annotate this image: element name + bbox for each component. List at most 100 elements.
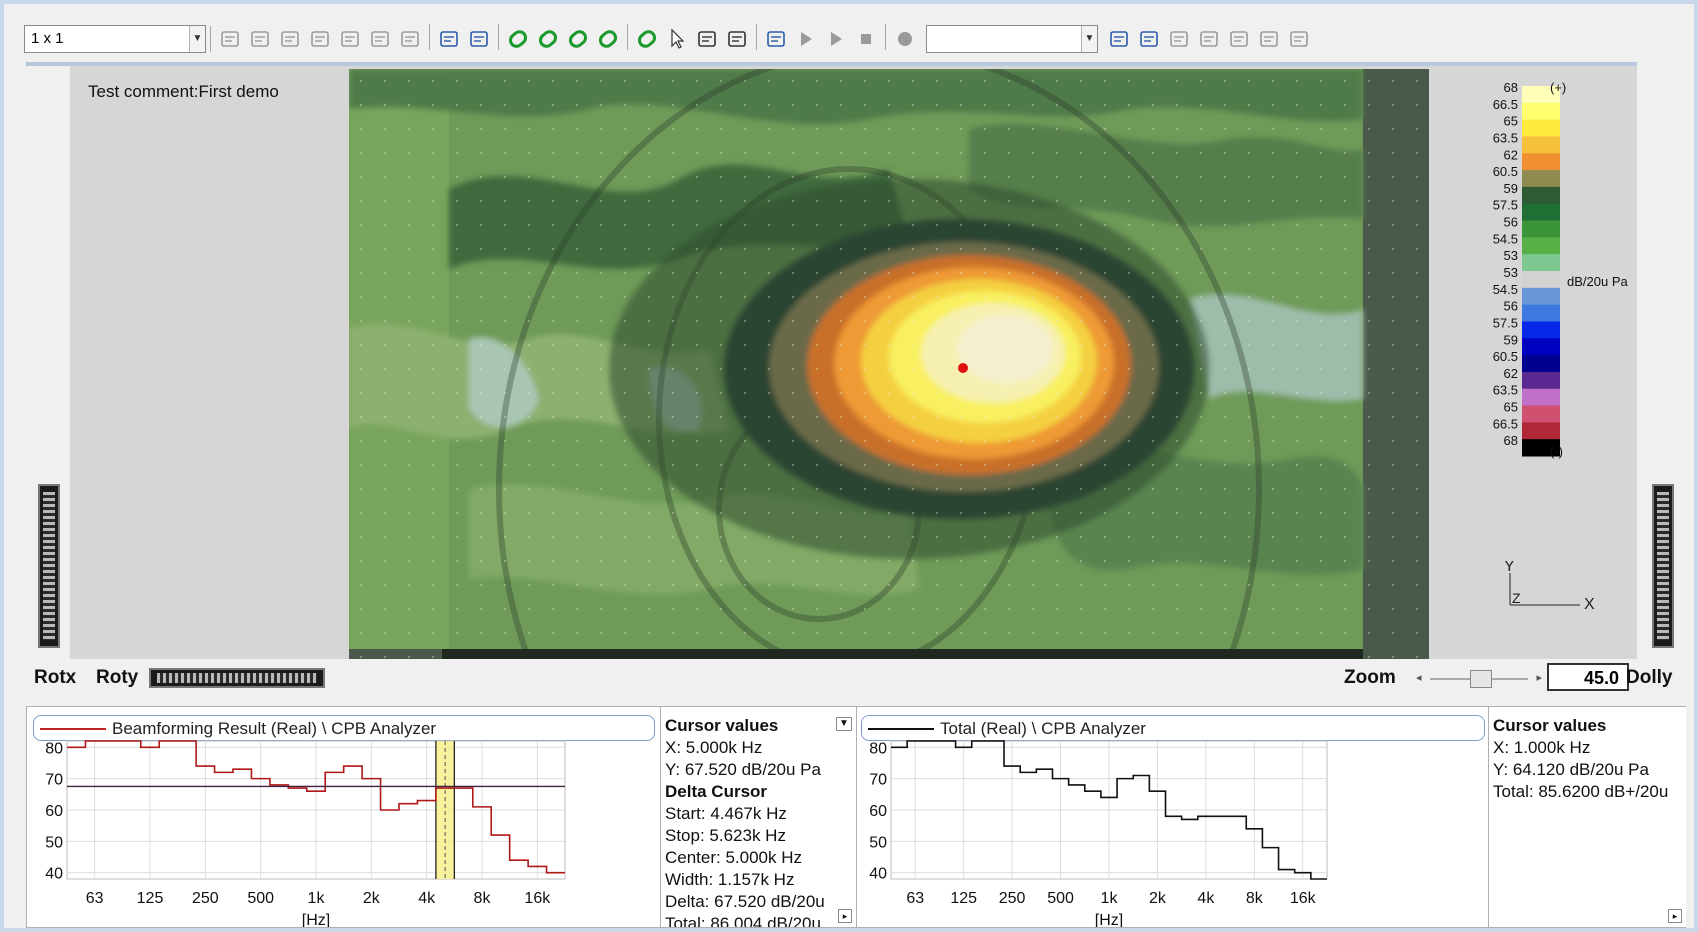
pointer-icon[interactable] <box>662 24 692 54</box>
delta-cursor-title: Delta Cursor <box>665 782 768 801</box>
total-chart[interactable]: 80 70 60 50 40 63 125 250 500 1k 2k 4k 8k 16k [Hz] <box>857 737 1487 927</box>
scale-tick-label: 63.5 <box>1493 130 1518 145</box>
x-axis-unit-label: [Hz] <box>1095 912 1123 927</box>
scale-color-band <box>1522 371 1560 390</box>
dolly-vertical-wheel[interactable] <box>1652 484 1674 648</box>
x-tick-label: 500 <box>247 890 274 907</box>
axis-icon[interactable] <box>215 24 245 54</box>
scale-unit-label: dB/20u Pa <box>1567 274 1628 289</box>
display-select[interactable]: ▼ <box>926 25 1098 53</box>
test-comment: Test comment:First demo <box>88 82 279 101</box>
zoom-value-field[interactable]: 45.0 <box>1547 663 1629 691</box>
scale-color-band <box>1522 220 1560 238</box>
chevron-down-icon[interactable]: ▼ <box>189 26 205 52</box>
scale-color-band <box>1522 405 1560 423</box>
beamforming-3d-view[interactable]: Test comment:First demo <box>26 62 1637 659</box>
scale-color-band <box>1522 86 1560 104</box>
remove-window-icon[interactable] <box>1164 24 1194 54</box>
scale-tick-label: 62 <box>1504 147 1518 162</box>
x-tick-label: 63 <box>906 890 924 907</box>
scale-color-band <box>1522 102 1560 121</box>
scale-color-band <box>1522 254 1560 272</box>
dropdown-icon[interactable]: ▼ <box>836 717 852 731</box>
copy-icon[interactable] <box>245 24 275 54</box>
scroll-right-icon[interactable]: ▸ <box>838 909 852 923</box>
undo-icon[interactable] <box>395 24 425 54</box>
x-tick-label: 2k <box>1149 890 1167 907</box>
add-window-icon[interactable] <box>1134 24 1164 54</box>
x-tick-label: 2k <box>363 890 381 907</box>
play-icon[interactable] <box>791 24 821 54</box>
series-legend-line <box>868 728 934 730</box>
measure-icon[interactable] <box>563 24 593 54</box>
scroll-right-icon[interactable]: ▸ <box>1668 909 1682 923</box>
layout-select-value: 1 x 1 <box>31 30 64 47</box>
layout-icon[interactable] <box>1104 24 1134 54</box>
delete-icon[interactable] <box>335 24 365 54</box>
layout-select[interactable]: 1 x 1 ▼ <box>24 25 206 53</box>
graph1-title-text: Beamforming Result (Real) \ CPB Analyzer <box>112 719 437 738</box>
scale-color-band <box>1522 203 1560 222</box>
stop-icon[interactable] <box>851 24 881 54</box>
rotx-vertical-wheel[interactable] <box>38 484 60 648</box>
scale-tick-label: 57.5 <box>1493 198 1518 213</box>
axis-y-label: Y <box>1504 561 1515 575</box>
print-icon[interactable] <box>1284 24 1314 54</box>
graph2-title: Total (Real) \ CPB Analyzer <box>861 715 1485 741</box>
scale-tick-label: 59 <box>1504 332 1518 347</box>
scale-tick-label: 63.5 <box>1493 383 1518 398</box>
toolbar: 1 x 1 ▼ ▼ <box>24 20 1688 58</box>
scale-tick-label: 54.5 <box>1493 231 1518 246</box>
scale-tick-label: 68 <box>1504 433 1518 448</box>
delta-cursor-band[interactable] <box>435 741 455 879</box>
zoom-icon[interactable] <box>722 24 752 54</box>
camera-icon[interactable] <box>275 24 305 54</box>
record-icon[interactable] <box>890 24 920 54</box>
y-tick-label: 60 <box>45 803 63 820</box>
unlink-icon[interactable] <box>632 24 662 54</box>
scale-color-band <box>1522 271 1560 289</box>
step-icon[interactable] <box>821 24 851 54</box>
x-tick-label: 4k <box>1197 890 1215 907</box>
arrow-left-icon[interactable]: ◂ <box>1416 672 1422 684</box>
delta-center: Center: 5.000k Hz <box>665 848 803 867</box>
scale-color-band <box>1522 304 1560 322</box>
series-legend-line <box>40 728 106 730</box>
graph1-cursor-values: Cursor values X: 5.000k Hz Y: 67.520 dB/… <box>660 707 856 927</box>
arrow-right-icon[interactable]: ▸ <box>1536 672 1542 684</box>
zoom-slider-thumb[interactable] <box>1470 670 1492 688</box>
x-tick-label: 125 <box>137 890 164 907</box>
scale-color-band <box>1522 136 1560 154</box>
chevron-down-icon[interactable]: ▼ <box>1081 26 1097 52</box>
tools-icon[interactable] <box>1194 24 1224 54</box>
beamforming-chart[interactable]: 80 70 60 50 40 63 125 250 500 1k 2k 4k 8k 16k [Hz] <box>27 737 657 927</box>
scale-color-band <box>1522 170 1560 188</box>
folder-icon[interactable] <box>1254 24 1284 54</box>
settings-icon[interactable] <box>1224 24 1254 54</box>
pan-hand-icon[interactable] <box>692 24 722 54</box>
acoustic-map-image[interactable] <box>349 69 1429 659</box>
roty-wheel[interactable] <box>149 668 325 688</box>
rotate-icon[interactable] <box>533 24 563 54</box>
link-icon[interactable] <box>593 24 623 54</box>
scale-color-band <box>1522 119 1560 137</box>
cursor-x-value: X: 5.000k Hz <box>665 738 763 757</box>
scale-color-band <box>1522 422 1560 440</box>
zoom-slider[interactable]: ◂ ▸ <box>1414 670 1544 688</box>
bar-icon[interactable] <box>365 24 395 54</box>
cursor-marker-icon[interactable] <box>305 24 335 54</box>
cursor-point[interactable] <box>958 363 968 373</box>
y-tick-label: 70 <box>45 772 63 789</box>
scale-icon[interactable] <box>503 24 533 54</box>
export-icon[interactable] <box>761 24 791 54</box>
table-icon[interactable] <box>434 24 464 54</box>
scale-plus-label: (+) <box>1550 80 1566 95</box>
x-tick-label: 16k <box>1290 890 1317 907</box>
x-tick-label: 4k <box>418 890 436 907</box>
graph1-title: Beamforming Result (Real) \ CPB Analyzer <box>33 715 655 741</box>
cursor-total-value: Total: 85.6200 dB+/20u <box>1493 782 1669 801</box>
scale-tick-label: 65 <box>1504 114 1518 129</box>
cursor-y-value: Y: 67.520 dB/20u Pa <box>665 760 821 779</box>
screenshot-icon[interactable] <box>464 24 494 54</box>
